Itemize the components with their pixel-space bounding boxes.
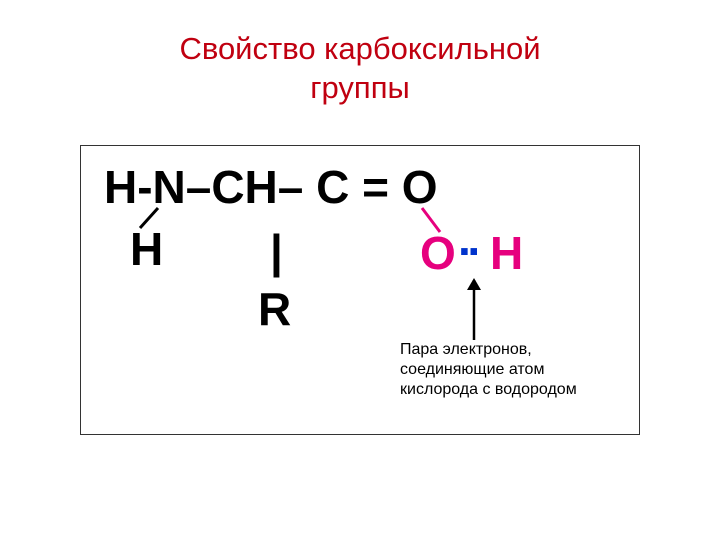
caption-line2: соединяющие атом xyxy=(400,361,544,378)
page-title: Свойство карбоксильной группы xyxy=(0,30,720,108)
formula-main: H-N–CH– C = O xyxy=(104,160,438,214)
title-line1: Свойство карбоксильной xyxy=(179,31,540,66)
formula-pipe: | xyxy=(270,224,283,278)
electron-caption: Пара электронов, соединяющие атом кислор… xyxy=(400,340,620,400)
formula-o2: O xyxy=(420,226,456,280)
formula-h-sub: H xyxy=(130,222,163,276)
formula-dots: ·· xyxy=(458,224,477,278)
caption-line3: кислорода с водородом xyxy=(400,381,577,398)
title-line2: группы xyxy=(310,70,410,105)
caption-line1: Пара электронов, xyxy=(400,341,532,358)
formula-r: R xyxy=(258,282,291,336)
formula-h2: H xyxy=(490,226,523,280)
